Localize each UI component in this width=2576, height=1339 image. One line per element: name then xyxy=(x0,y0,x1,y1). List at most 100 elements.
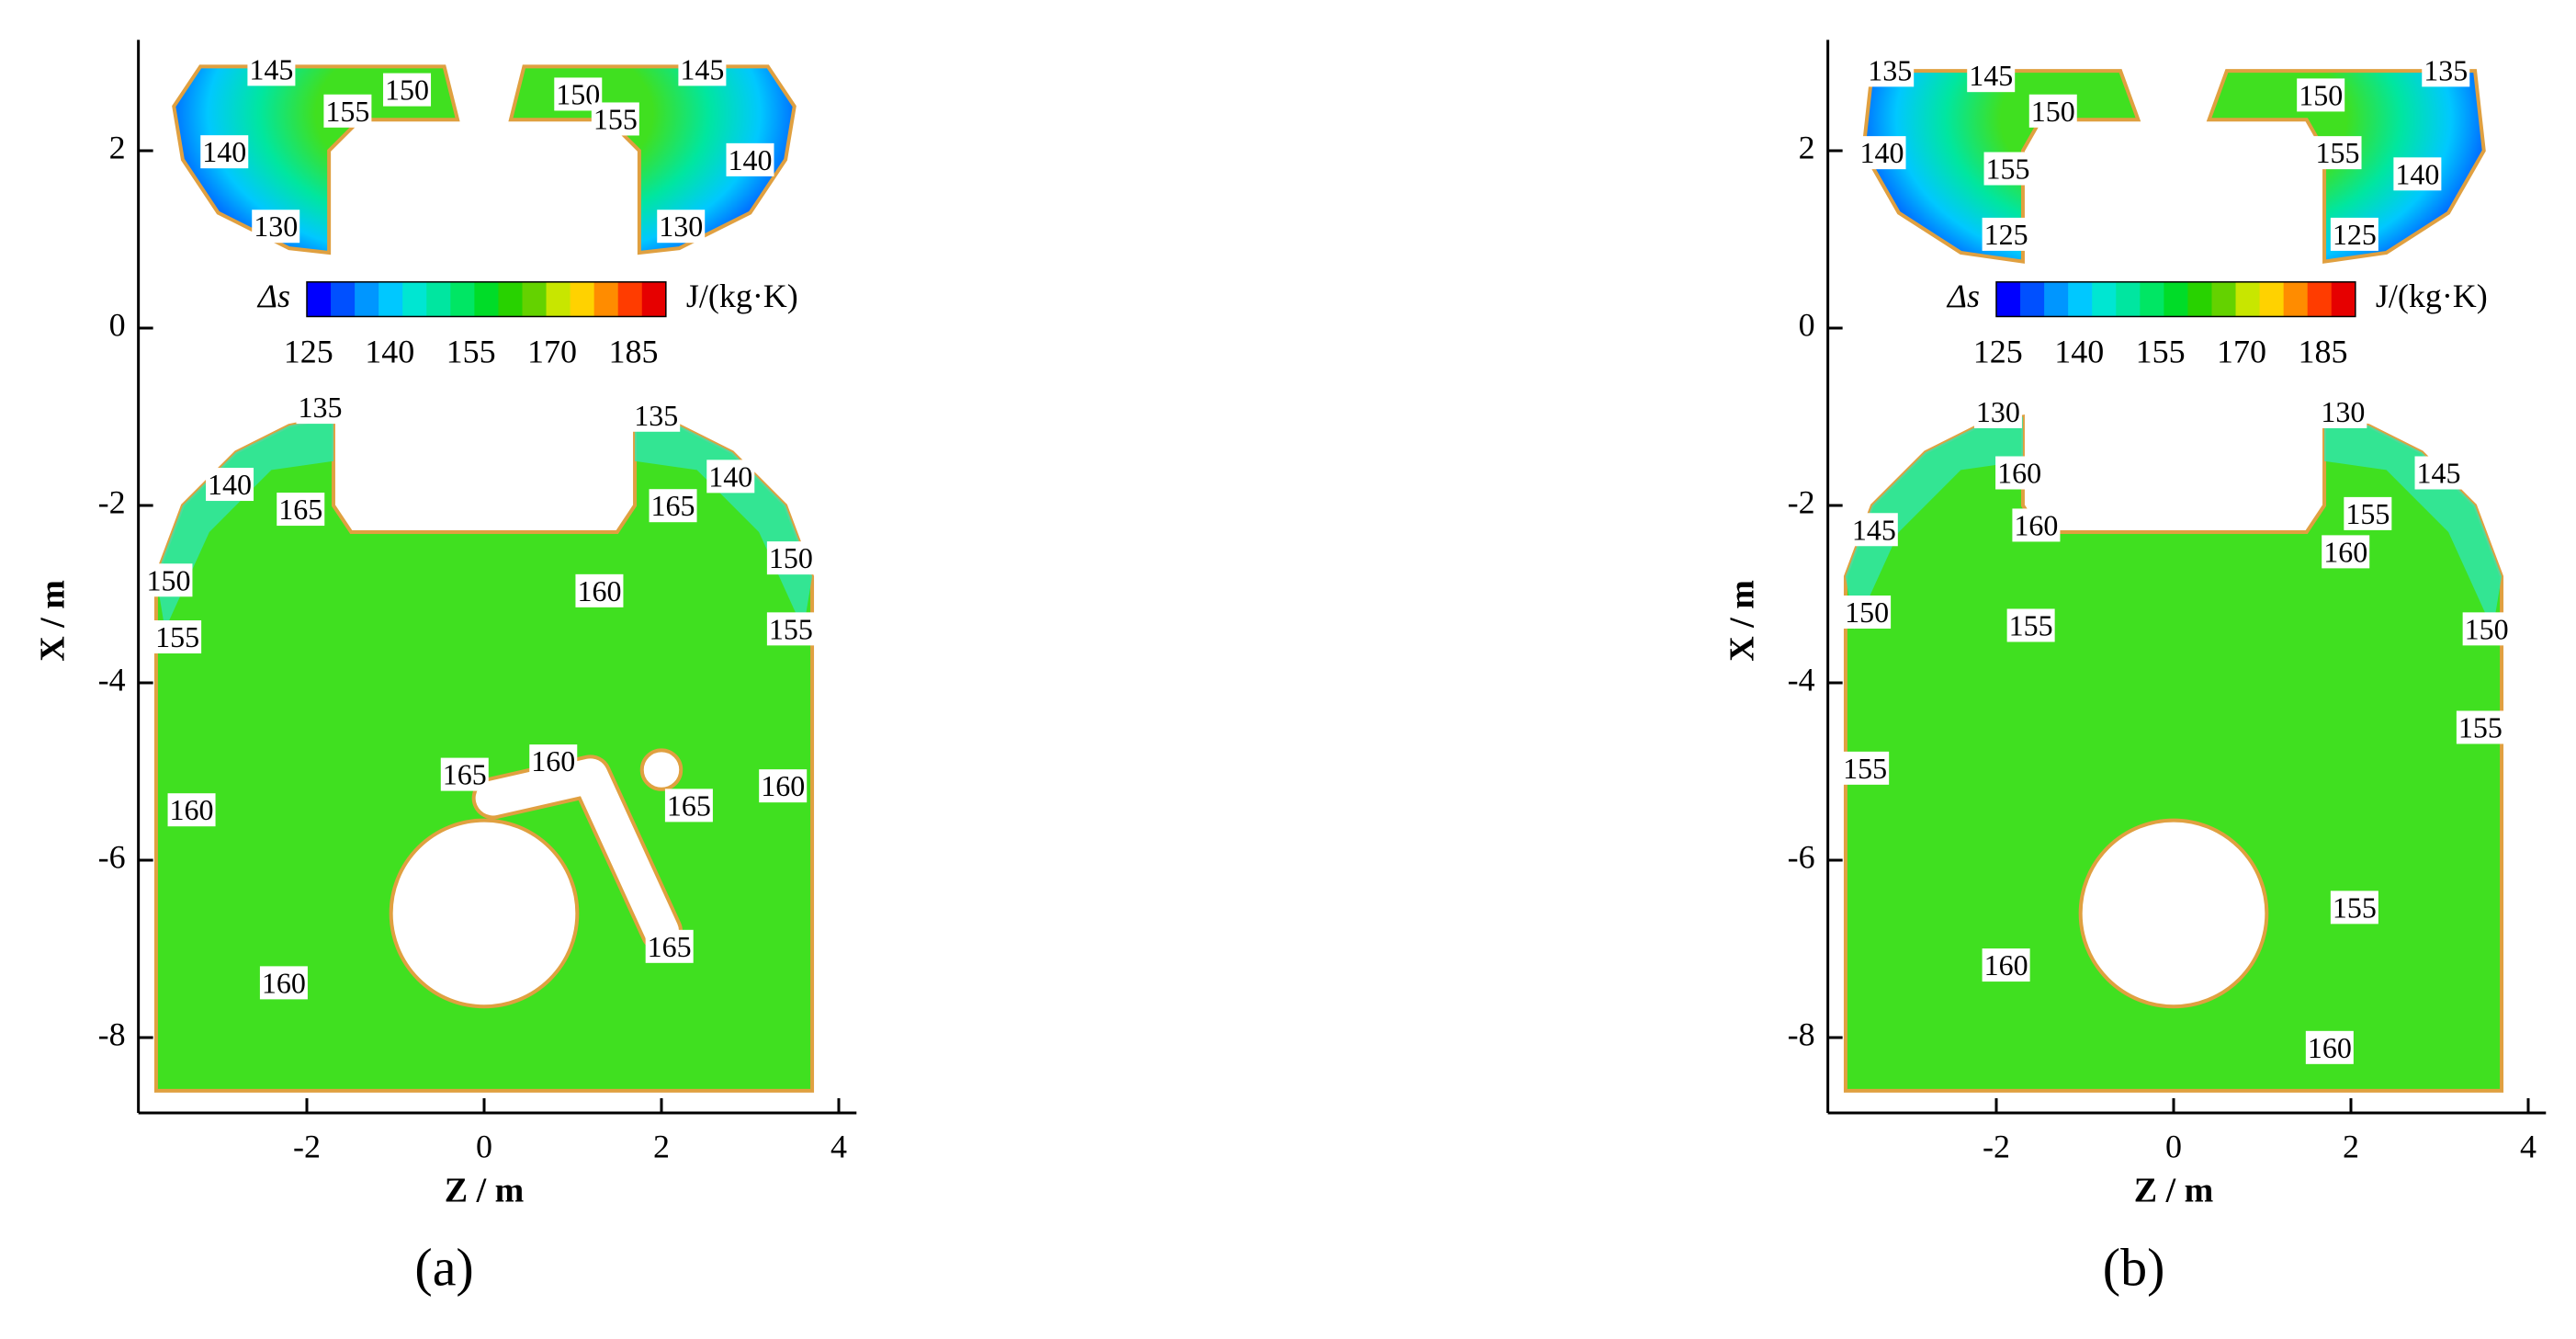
y-tick-label: -6 xyxy=(1788,838,1815,875)
edge-band xyxy=(635,416,813,630)
y-tick-label: -4 xyxy=(98,661,126,698)
contour-label: 165 xyxy=(667,789,711,822)
contour-label-bg xyxy=(259,966,308,1000)
y-tick-label: -6 xyxy=(98,838,126,875)
contour-label: 155 xyxy=(2345,497,2390,530)
colorbar-tick-label: 125 xyxy=(1973,334,2023,370)
colorbar-band xyxy=(450,281,475,317)
contour-label-bg xyxy=(2393,157,2442,191)
contour-label-bg xyxy=(1982,948,2030,982)
pipe-hole xyxy=(389,818,580,1009)
x-tick-label: 2 xyxy=(653,1128,670,1164)
colorbar-band xyxy=(2044,281,2069,317)
contour-label: 165 xyxy=(651,489,695,522)
contour-label-bg xyxy=(1995,456,2044,490)
contour-label: 145 xyxy=(249,52,293,85)
contour-label-bg xyxy=(323,94,372,128)
contour-label: 155 xyxy=(2458,710,2503,743)
colorbar-tick-label: 140 xyxy=(365,334,414,370)
edge-band xyxy=(2324,416,2503,630)
contour-label: 160 xyxy=(1984,948,2028,982)
contour-label-bg xyxy=(1858,136,1906,170)
contour-label: 135 xyxy=(2423,53,2468,86)
colorbar-band xyxy=(2283,281,2309,317)
contour-label-bg xyxy=(252,210,300,244)
contour-label: 150 xyxy=(2299,78,2343,111)
contour-label: 140 xyxy=(729,143,773,176)
contour-label-bg xyxy=(2414,456,2463,490)
contour-label-bg xyxy=(678,52,727,86)
colorbar-tick-label: 155 xyxy=(2136,334,2186,370)
colorbar-band xyxy=(307,281,332,317)
colorbar-band xyxy=(522,281,548,317)
upper-left xyxy=(172,64,460,255)
contour-label: 160 xyxy=(577,574,621,607)
contour-label-bg xyxy=(591,102,639,136)
contour-label-bg xyxy=(1843,596,1892,630)
colorbar-tick-label: 185 xyxy=(608,334,658,370)
y-tick-label: 0 xyxy=(1799,306,1815,343)
colorbar-label: Δs xyxy=(256,278,290,314)
contour-label: 155 xyxy=(769,612,813,645)
x-tick-label: 0 xyxy=(476,1128,492,1164)
y-tick-label: -8 xyxy=(1788,1016,1815,1052)
plot-panel: 145 150 155 140 130 150 145 155 140 130 135 140 165 1… xyxy=(144,52,815,1093)
colorbar-band xyxy=(331,281,356,317)
y-tick-label: 0 xyxy=(109,306,126,343)
contour-label: 140 xyxy=(202,135,246,168)
colorbar-band xyxy=(2140,281,2164,317)
contour-label: 150 xyxy=(146,563,190,596)
contour-label: 160 xyxy=(262,966,306,999)
contour-label: 130 xyxy=(659,210,703,243)
small-hole xyxy=(639,748,684,791)
colorbar-frame xyxy=(1995,281,2356,318)
x-tick-label: -2 xyxy=(1983,1128,2010,1164)
x-tick-label: 4 xyxy=(830,1128,847,1164)
colorbar-band xyxy=(2020,281,2045,317)
colorbar-band xyxy=(546,281,571,317)
x-tick-label: -2 xyxy=(293,1128,321,1164)
contour-label-bg xyxy=(200,135,249,169)
contour-label: 150 xyxy=(2031,95,2075,128)
contour-label-bg xyxy=(296,391,345,425)
contour-label-bg xyxy=(167,793,216,827)
contour-label: 155 xyxy=(325,95,369,128)
contour-label: 160 xyxy=(170,793,214,826)
colorbar-frame xyxy=(306,281,667,318)
colorbar-label: Δs xyxy=(1946,278,1980,314)
colorbar-unit: J/(kg·K) xyxy=(686,278,798,314)
contour-label-bg xyxy=(153,620,202,654)
contour-label: 135 xyxy=(634,399,678,432)
y-tick-label: 2 xyxy=(1799,129,1815,165)
contour-label-bg xyxy=(2344,496,2392,530)
colorbar-tick-label: 155 xyxy=(446,334,496,370)
contour-label: 160 xyxy=(2323,535,2367,568)
contour-label-bg xyxy=(1982,217,2030,251)
contour-label-bg xyxy=(1841,751,1890,785)
colorbar-band xyxy=(498,281,523,317)
colorbar-band xyxy=(2235,281,2261,317)
contour-label-bg xyxy=(440,757,489,791)
colorbar-band xyxy=(2068,281,2093,317)
colorbar-band xyxy=(2331,281,2356,317)
upper-right xyxy=(508,64,797,255)
contour-label: 155 xyxy=(2009,608,2053,641)
contour-label: 150 xyxy=(769,541,813,574)
contour-label: 140 xyxy=(2395,157,2439,190)
colorbar-band xyxy=(2187,281,2212,317)
colorbar-tick-label: 170 xyxy=(2217,334,2266,370)
contour-label: 150 xyxy=(1845,596,1889,629)
contour-label: 125 xyxy=(1984,218,2028,251)
colorbar-band xyxy=(426,281,451,317)
contour-label-bg xyxy=(2319,394,2367,428)
contour-label: 155 xyxy=(2333,891,2377,924)
y-tick-label: 2 xyxy=(109,129,126,165)
contour-label: 125 xyxy=(2333,218,2377,251)
colorbar-band xyxy=(2259,281,2285,317)
contour-label: 155 xyxy=(155,620,199,653)
colorbar-band xyxy=(2211,281,2237,317)
contour-label-bg xyxy=(529,744,578,778)
contour-label: 145 xyxy=(680,52,724,85)
contour-label: 165 xyxy=(278,493,322,526)
edge-band xyxy=(155,416,333,630)
